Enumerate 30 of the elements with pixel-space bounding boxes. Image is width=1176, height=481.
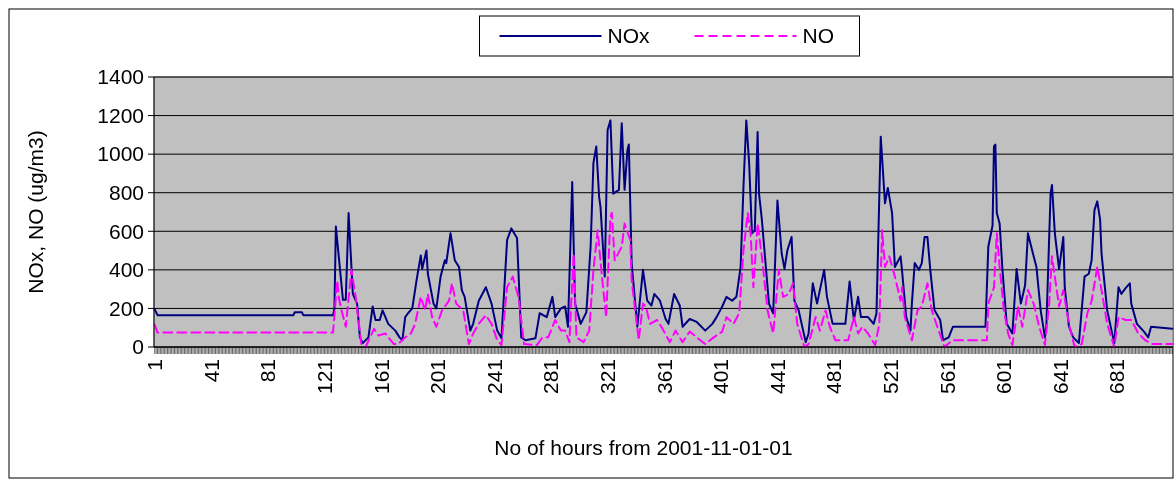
x-tick-label: 481 <box>822 359 846 395</box>
x-tick-label: 681 <box>1105 359 1129 395</box>
y-tick-label: 1000 <box>97 142 144 166</box>
x-tick-label: 1 <box>143 359 167 371</box>
y-tick-label: 1400 <box>97 65 144 89</box>
x-tick-label: 321 <box>595 359 619 395</box>
x-tick-label: 41 <box>199 359 223 383</box>
y-tick-label: 400 <box>108 258 144 282</box>
x-tick-label: 521 <box>879 359 902 395</box>
legend-label: NOx <box>607 24 650 48</box>
x-tick-label: 361 <box>652 359 676 395</box>
y-axis-title: NOx, NO (ug/m3) <box>24 130 48 294</box>
x-tick-label: 441 <box>765 359 789 395</box>
x-tick-label: 601 <box>992 359 1016 395</box>
y-tick-label: 1200 <box>97 103 144 127</box>
x-tick-label: 121 <box>312 359 336 395</box>
x-tick-label: 561 <box>935 359 959 395</box>
y-tick-label: 0 <box>132 335 144 359</box>
x-tick-label: 281 <box>539 359 563 395</box>
x-axis-title: No of hours from 2001-11-01-01 <box>494 436 793 459</box>
x-tick-label: 161 <box>369 359 393 395</box>
x-tick-label: 201 <box>426 359 450 395</box>
y-tick-label: 600 <box>108 219 144 243</box>
x-tick-label: 641 <box>1048 359 1072 395</box>
x-tick-label: 241 <box>482 359 506 395</box>
y-tick-label: 800 <box>108 181 144 205</box>
x-tick-label: 401 <box>709 359 733 395</box>
x-tick-label: 81 <box>256 359 280 383</box>
legend-label: NO <box>802 24 834 48</box>
y-tick-label: 200 <box>108 296 144 320</box>
